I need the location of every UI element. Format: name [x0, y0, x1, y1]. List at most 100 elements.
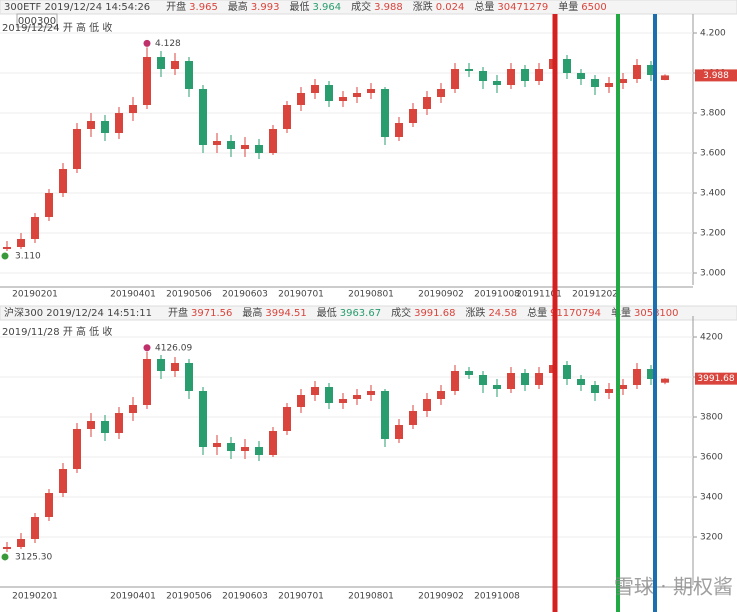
x-tick-label: 20190902 [418, 290, 464, 300]
last-price-tag [695, 69, 737, 82]
max-label: 4126.09 [155, 343, 192, 353]
header-value: 3.993 [251, 2, 280, 13]
candle-body [255, 447, 263, 455]
candle-body [535, 373, 543, 385]
header-label: 成交 [391, 306, 411, 319]
header-value: 91170794 [550, 308, 601, 319]
y-tick-label: 3800 [700, 413, 723, 423]
candle-body [3, 547, 11, 549]
candle-body [143, 57, 151, 105]
max-marker [143, 344, 151, 352]
x-tick-label: 20190701 [278, 290, 324, 300]
candle-body [213, 141, 221, 145]
candle-body [605, 83, 613, 87]
candle-body [17, 539, 25, 547]
candle-body [129, 405, 137, 413]
candle-body [129, 105, 137, 113]
header-value: 3.964 [312, 2, 341, 13]
candle-body [199, 89, 207, 145]
candle-body [59, 169, 67, 193]
max-label: 4.128 [155, 39, 181, 49]
candle-body [3, 247, 11, 249]
candle-body [563, 365, 571, 379]
last-price-label: 3.988 [703, 71, 729, 81]
candle-body [367, 391, 375, 395]
y-tick-label: 4200 [700, 333, 723, 343]
candle-body [633, 369, 641, 385]
candle-body [171, 61, 179, 69]
candle-body [395, 123, 403, 137]
header-value: 3971.56 [191, 308, 232, 319]
candle-body [31, 517, 39, 539]
min-label: 3.110 [15, 252, 41, 262]
header-label: 涨跌 [413, 0, 433, 13]
candle-body [241, 145, 249, 149]
candle-body [591, 385, 599, 393]
legend-text: 2019/12/24 开 高 低 收 [2, 21, 112, 34]
candle-body [423, 399, 431, 411]
candle-body [73, 429, 81, 469]
candle-body [451, 371, 459, 391]
x-tick-label: 20191202 [572, 290, 618, 300]
legend-text: 2019/11/28 开 高 低 收 [2, 325, 112, 338]
candle-body [241, 447, 249, 451]
y-tick-label: 3200 [700, 533, 723, 543]
last-price-tag [695, 372, 737, 385]
x-tick-label: 20190401 [110, 290, 156, 300]
candle-body [619, 79, 627, 83]
header-label: 总量 [527, 306, 547, 319]
candle-body [367, 89, 375, 93]
code: 000300 [18, 16, 56, 27]
y-tick-label: 3.800 [700, 109, 726, 119]
header-label: 开盘 [166, 0, 186, 13]
header-label: 最高 [228, 0, 248, 13]
candle-body [255, 145, 263, 153]
x-tick-label: 20190801 [348, 290, 394, 300]
header-value: 3.965 [189, 2, 218, 13]
candle-body [311, 387, 319, 395]
candle-body [521, 373, 529, 385]
min-marker [1, 553, 9, 561]
candle-body [171, 363, 179, 371]
candle-body [59, 469, 67, 493]
candle-body [143, 359, 151, 405]
header-label: 最低 [317, 306, 337, 319]
candle-body [661, 378, 669, 383]
x-tick-label: 20190801 [348, 592, 394, 602]
candle-body [381, 391, 389, 439]
candle-body [409, 411, 417, 425]
x-tick-label: 20190603 [222, 592, 268, 602]
header-title: 沪深300 2019/12/24 14:51:11 [4, 306, 152, 319]
header-title: 300ETF 2019/12/24 14:54:26 [4, 2, 150, 13]
candle-body [45, 493, 53, 517]
min-label: 3125.30 [15, 552, 52, 562]
candle-body [633, 65, 641, 79]
candle-body [479, 375, 487, 385]
y-tick-label: 3.200 [700, 229, 726, 239]
header-bar [0, 0, 737, 15]
candle-body [213, 443, 221, 447]
header-label: 成交 [351, 0, 371, 13]
candle-body [73, 129, 81, 169]
header-value: 30471279 [497, 2, 548, 13]
candle-body [269, 431, 277, 455]
candle-body [185, 61, 193, 89]
x-tick-label: 20190506 [166, 290, 212, 300]
candle-body [437, 391, 445, 399]
x-tick-label: 20190506 [166, 592, 212, 602]
candle-body [339, 399, 347, 403]
header-label: 最低 [289, 0, 309, 13]
candle-body [465, 69, 473, 71]
watermark: 雪球 · 期权酱 [614, 575, 733, 599]
candle-body [339, 97, 347, 101]
y-tick-label: 3600 [700, 453, 723, 463]
candle-body [297, 93, 305, 105]
y-tick-label: 3.600 [700, 149, 726, 159]
candle-body [437, 89, 445, 97]
max-marker [143, 39, 151, 47]
candle-body [619, 385, 627, 389]
candle-body [479, 71, 487, 81]
candle-body [87, 121, 95, 129]
header-label: 开盘 [168, 306, 188, 319]
